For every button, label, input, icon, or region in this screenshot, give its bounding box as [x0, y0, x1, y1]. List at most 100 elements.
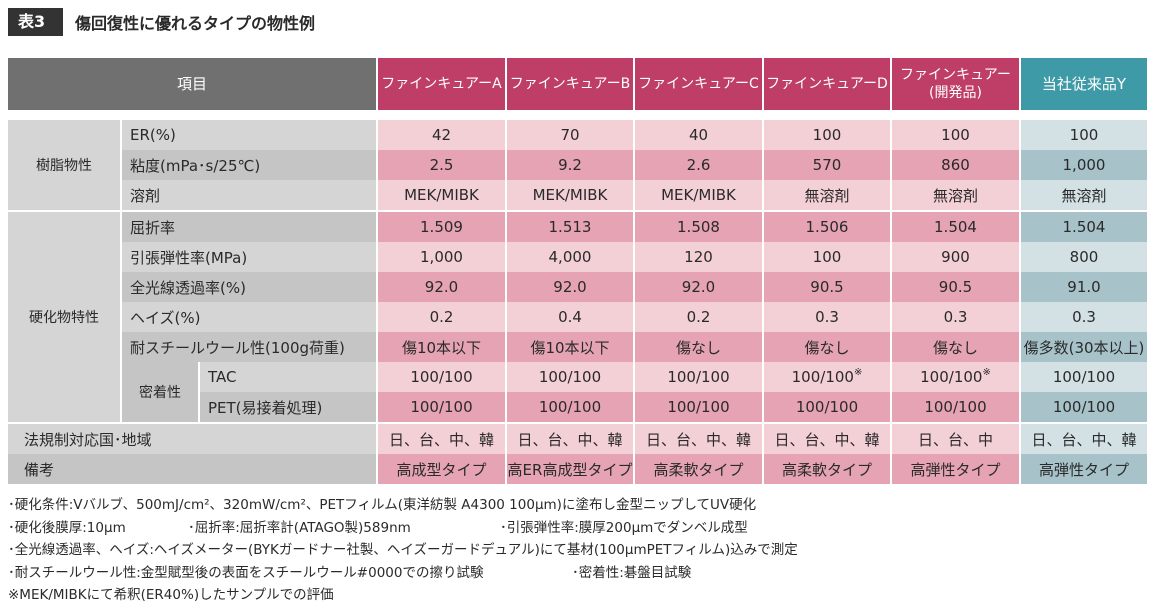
cell-value: 日、台、中、韓	[774, 430, 880, 449]
cell-value: 高弾性タイプ	[910, 460, 1001, 479]
table-cell: 100/100	[764, 392, 890, 422]
cell-value: 無溶剤	[804, 186, 850, 205]
cell-value: 日、台、中、韓	[517, 430, 623, 449]
cell-value: MEK/MIBK	[532, 186, 608, 204]
table-cell: 100/100	[635, 362, 762, 392]
table-cell: 無溶剤	[892, 180, 1019, 210]
table-cell: 無溶剤	[1021, 180, 1147, 210]
footnote: ･全光線透過率、ヘイズ:ヘイズメーター(BYKガードナー社製、ヘイズーガードデュ…	[8, 542, 798, 558]
table-cell: 高弾性タイプ	[892, 454, 1019, 484]
cell-value: 100/100	[667, 368, 730, 386]
table-cell: 100	[892, 120, 1019, 150]
cell-value: 100/100	[538, 398, 602, 416]
cell-value: 1.504	[934, 218, 977, 236]
table-cell: 100/100	[507, 362, 633, 392]
table-cell: 100/100	[892, 392, 1019, 422]
row-label: 備考	[8, 454, 376, 484]
cell-value: 100	[941, 126, 970, 144]
cell-value: 傷なし	[675, 338, 721, 357]
table-cell: 0.3	[764, 302, 890, 332]
footnote: ･密着性:碁盤目試験	[572, 564, 692, 581]
table-cell: 1,000	[1021, 150, 1147, 180]
property-table: 項目 ファインキュアーA ファインキュアーB ファインキュアーC ファインキュアーD ファ…	[8, 58, 1147, 484]
cell-value: 570	[812, 156, 842, 174]
table-cell: 100/100	[1021, 392, 1147, 422]
table-cell: 100/100	[1021, 362, 1147, 392]
table-cell: 日、台、中、韓	[378, 424, 505, 454]
cell-value: 100/100	[791, 368, 854, 386]
table-cell: 92.0	[378, 272, 505, 302]
cell-value: 100/100	[924, 398, 987, 416]
footnote-mark: ※	[853, 366, 863, 378]
table-cell: 高成型タイプ	[378, 454, 505, 484]
cell-value: 高柔軟タイプ	[781, 460, 872, 479]
table-cell: 高ER高成型タイプ	[507, 454, 633, 484]
table-cell: 2.5	[378, 150, 505, 180]
table-cell: 1,000	[378, 242, 505, 272]
cell-value: 4,000	[548, 248, 592, 266]
table-cell: 40	[635, 120, 762, 150]
table-cell: 1.513	[507, 212, 633, 242]
cell-value: 120	[684, 248, 713, 266]
table-cell: MEK/MIBK	[378, 180, 505, 210]
table-cell: 91.0	[1021, 272, 1147, 302]
group-adhesion: 密着性	[122, 362, 198, 422]
table-cell: 0.4	[507, 302, 633, 332]
cell-value: 傷なし	[932, 338, 978, 357]
cell-value: 1,000	[420, 248, 463, 266]
cell-value: 傷10本以下	[401, 338, 482, 357]
table-cell: 100/100	[635, 392, 762, 422]
table-cell: 92.0	[635, 272, 762, 302]
cell-value: 1.513	[548, 218, 592, 236]
table-cell: 100/100	[507, 392, 633, 422]
cell-value: 9.2	[558, 156, 582, 174]
table-cell: 1.509	[378, 212, 505, 242]
cell-value: 100/100	[1052, 368, 1116, 386]
table-cell: 日、台、中、韓	[1021, 424, 1147, 454]
table-cell: 傷なし	[764, 332, 890, 362]
cell-value: 無溶剤	[932, 186, 978, 205]
table-cell: 100	[764, 120, 890, 150]
table-cell: 傷10本以下	[507, 332, 633, 362]
cell-value: 100	[1069, 126, 1099, 144]
table-cell: MEK/MIBK	[635, 180, 762, 210]
table-cell: 0.3	[1021, 302, 1147, 332]
column-header: ファインキュアーC	[635, 58, 762, 110]
cell-value: 0.2	[429, 308, 454, 326]
cell-value: 70	[560, 126, 580, 144]
table-cell: 傷なし	[892, 332, 1019, 362]
cell-value: 高成型タイプ	[396, 460, 487, 479]
table-cell: 570	[764, 150, 890, 180]
cell-value: 無溶剤	[1061, 186, 1107, 205]
cell-value: 92.0	[424, 278, 459, 296]
cell-value: 日、台、中、韓	[388, 430, 494, 449]
cell-value: 傷多数(30本以上)	[1023, 338, 1145, 357]
table-cell: 傷なし	[635, 332, 762, 362]
cell-value: 800	[1069, 248, 1099, 266]
table-cell: 高柔軟タイプ	[635, 454, 762, 484]
table-cell: 9.2	[507, 150, 633, 180]
table-cell: 70	[507, 120, 633, 150]
table-cell: 1.504	[1021, 212, 1147, 242]
cell-value: 高ER高成型タイプ	[507, 460, 633, 479]
row-label: 法規制対応国･地域	[8, 424, 376, 454]
cell-value: 2.5	[429, 156, 454, 174]
row-label: TAC	[200, 362, 376, 392]
cell-value: 0.4	[558, 308, 582, 326]
footnote: ･引張弾性率:膜厚200μmでダンベル成型	[500, 519, 748, 536]
cell-value: 1.506	[805, 218, 849, 236]
table-cell: 日、台、中、韓	[764, 424, 890, 454]
table-cell: 860	[892, 150, 1019, 180]
cell-value: 日、台、中	[917, 430, 993, 449]
cell-value: 100/100	[667, 398, 730, 416]
column-header: ファインキュアーB	[507, 58, 633, 110]
cell-value: 100	[812, 126, 842, 144]
row-label: 引張弾性率(MPa)	[122, 242, 376, 272]
table-cell: 日、台、中、韓	[507, 424, 633, 454]
cell-value: 1.504	[1062, 218, 1106, 236]
cell-value: 42	[431, 126, 452, 144]
cell-value: 100/100	[1052, 398, 1116, 416]
table-cell: 傷多数(30本以上)	[1021, 332, 1147, 362]
footnote: ※MEK/MIBKにて希釈(ER40%)したサンプルでの評価	[8, 587, 334, 603]
table-cell: 100	[1021, 120, 1147, 150]
